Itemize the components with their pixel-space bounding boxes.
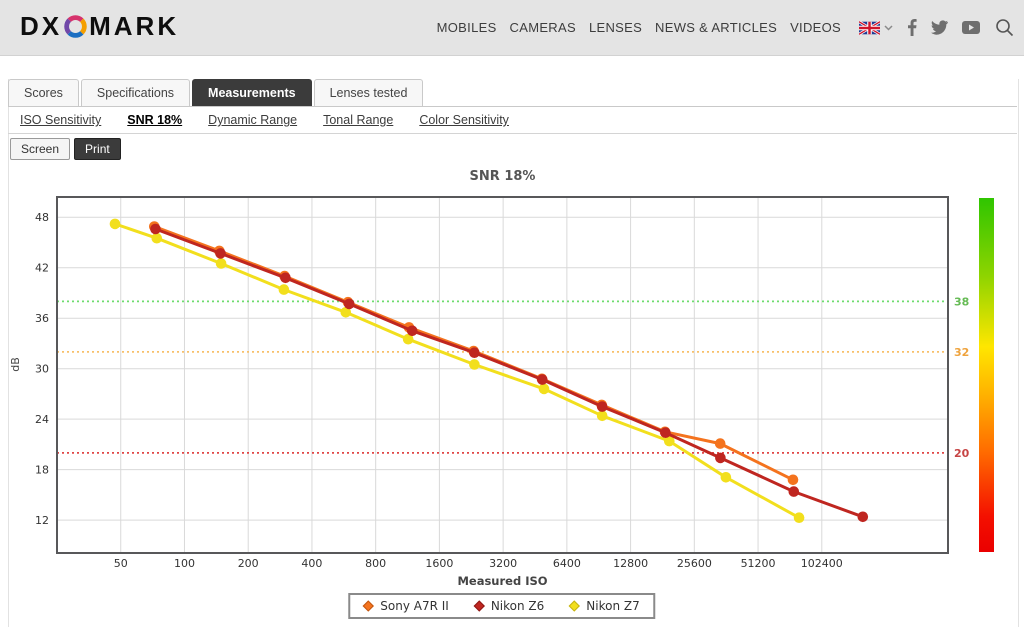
svg-text:12800: 12800 <box>613 557 648 570</box>
twitter-icon[interactable] <box>931 20 948 35</box>
snr-chart: 50 100 200 400 800 1600 3200 6400 12800 25600 5120… <box>35 196 994 570</box>
nav-item-mobiles[interactable]: MOBILES <box>436 20 497 35</box>
site-header: DX MARK MOBILES CAMERAS LENSES NEWS & ARTIC… <box>0 0 1024 56</box>
nav-item-lenses[interactable]: LENSES <box>588 20 643 35</box>
legend-marker-nikon-z7 <box>568 600 580 612</box>
svg-text:36: 36 <box>35 312 49 325</box>
svg-text:3200: 3200 <box>489 557 517 570</box>
svg-text:1600: 1600 <box>425 557 453 570</box>
nav-item-news-articles[interactable]: NEWS & ARTICLES <box>655 20 778 35</box>
legend-item-sony-a7r-ii[interactable]: Sony A7R II <box>362 599 449 613</box>
svg-text:42: 42 <box>35 262 49 275</box>
svg-text:12: 12 <box>35 514 49 527</box>
header-right: MOBILES CAMERAS LENSES NEWS & ARTICLES VIDEO… <box>424 0 1014 55</box>
svg-text:51200: 51200 <box>741 557 776 570</box>
dxomark-logo[interactable]: DX MARK <box>20 13 179 39</box>
svg-text:200: 200 <box>238 557 259 570</box>
legend-marker-nikon-z6 <box>473 600 485 612</box>
legend-marker-sony-a7r-ii <box>362 600 374 612</box>
dxo-color-ring-icon <box>64 14 87 38</box>
legend-item-nikon-z6[interactable]: Nikon Z6 <box>473 599 545 613</box>
view-toggle: Screen Print <box>10 138 121 160</box>
legend-label: Sony A7R II <box>380 599 449 613</box>
svg-text:25600: 25600 <box>677 557 712 570</box>
svg-text:102400: 102400 <box>801 557 843 570</box>
svg-text:800: 800 <box>365 557 386 570</box>
subnav-iso-sensitivity[interactable]: ISO Sensitivity <box>20 113 102 127</box>
x-axis-label: Measured ISO <box>457 574 548 588</box>
y-axis-label: dB <box>8 357 22 372</box>
search-icon[interactable] <box>995 18 1014 37</box>
svg-text:24: 24 <box>35 413 49 426</box>
print-button[interactable]: Print <box>74 138 121 160</box>
svg-text:38: 38 <box>954 295 969 308</box>
main-nav: MOBILES CAMERAS LENSES NEWS & ARTICLES VIDEO… <box>424 20 841 35</box>
logo-text-suffix: MARK <box>89 11 180 41</box>
nav-item-cameras[interactable]: CAMERAS <box>509 20 576 35</box>
legend-label: Nikon Z7 <box>586 599 640 613</box>
svg-text:400: 400 <box>301 557 322 570</box>
legend-item-nikon-z7[interactable]: Nikon Z7 <box>568 599 640 613</box>
tab-measurements[interactable]: Measurements <box>192 79 312 106</box>
tab-scores[interactable]: Scores <box>8 79 79 106</box>
measurement-subnav: ISO Sensitivity SNR 18% Dynamic Range Tonal… <box>8 107 1017 134</box>
logo-text-prefix: DX <box>20 11 63 41</box>
svg-text:6400: 6400 <box>553 557 581 570</box>
content-container <box>8 79 1019 627</box>
subnav-snr-18[interactable]: SNR 18% <box>127 113 183 127</box>
svg-text:32: 32 <box>954 346 969 359</box>
svg-text:48: 48 <box>35 211 49 224</box>
chevron-down-icon <box>884 24 893 31</box>
social-links <box>893 19 980 36</box>
tab-specifications[interactable]: Specifications <box>80 79 191 106</box>
subnav-tonal-range[interactable]: Tonal Range <box>323 113 394 127</box>
legend-label: Nikon Z6 <box>490 599 545 613</box>
language-selector[interactable] <box>859 20 893 35</box>
svg-text:100: 100 <box>174 557 195 570</box>
chart-title: SNR 18% <box>469 169 536 184</box>
uk-flag-icon <box>859 20 880 35</box>
facebook-icon[interactable] <box>907 19 917 36</box>
nav-item-videos[interactable]: VIDEOS <box>790 20 841 35</box>
youtube-icon[interactable] <box>962 21 980 34</box>
screen-button[interactable]: Screen <box>10 138 71 160</box>
svg-text:18: 18 <box>35 464 49 477</box>
svg-text:30: 30 <box>35 363 49 376</box>
svg-text:20: 20 <box>954 447 970 460</box>
subnav-dynamic-range[interactable]: Dynamic Range <box>208 113 298 127</box>
chart-legend: Sony A7R II Nikon Z6 Nikon Z7 <box>348 593 656 619</box>
tab-bar: Scores Specifications Measurements Lenses t… <box>8 79 1017 107</box>
tab-lenses-tested[interactable]: Lenses tested <box>313 79 424 106</box>
svg-text:50: 50 <box>114 557 128 570</box>
subnav-color-sensitivity[interactable]: Color Sensitivity <box>419 113 509 127</box>
